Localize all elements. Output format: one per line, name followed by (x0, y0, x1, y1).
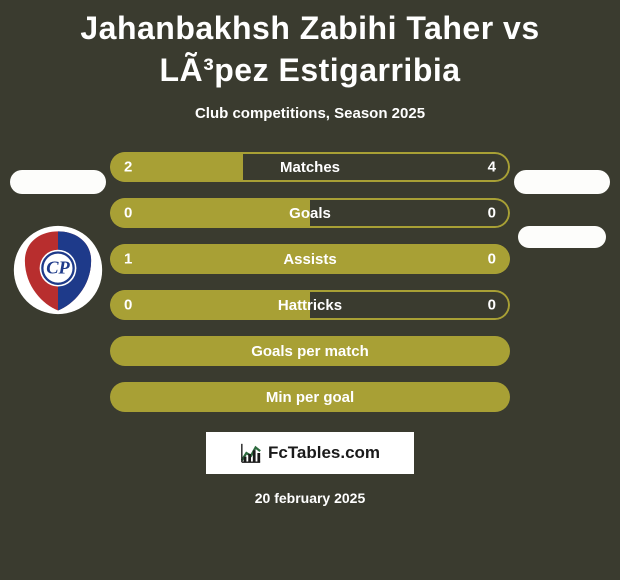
page-title: Jahanbakhsh Zabihi Taher vs LÃ³pez Estig… (0, 8, 620, 91)
stat-value-left: 0 (124, 205, 132, 222)
stat-row: 0 0 Hattricks (110, 290, 510, 320)
stat-value-right: 4 (488, 159, 496, 176)
stat-row: 0 0 Goals (110, 198, 510, 228)
subtitle: Club competitions, Season 2025 (0, 105, 620, 122)
stat-value-right: 0 (488, 205, 496, 222)
logo-text: FcTables.com (268, 443, 380, 463)
fctables-logo[interactable]: FcTables.com (206, 432, 414, 474)
stats-list: 2 4 Matches 0 0 Goals 1 0 Assists 0 0 Hattricks Goal… (110, 152, 510, 412)
stat-label: Assists (283, 251, 336, 268)
stat-value-left: 1 (124, 251, 132, 268)
player-left-pill (10, 170, 106, 194)
stat-row: Goals per match (110, 336, 510, 366)
stat-label: Min per goal (266, 389, 354, 406)
stat-value-right: 0 (488, 251, 496, 268)
club-badge-left: CP (12, 224, 104, 316)
player-right-pill-2 (518, 226, 606, 248)
stat-label: Goals (289, 205, 331, 222)
date-label: 20 february 2025 (0, 490, 620, 506)
chart-icon (240, 442, 262, 464)
player-right-column (512, 170, 612, 248)
stat-value-left: 0 (124, 297, 132, 314)
svg-text:CP: CP (46, 258, 70, 278)
stat-row: 1 0 Assists (110, 244, 510, 274)
stat-label: Hattricks (278, 297, 342, 314)
stat-label: Goals per match (251, 343, 369, 360)
stat-row: Min per goal (110, 382, 510, 412)
stat-value-left: 2 (124, 159, 132, 176)
stat-value-right: 0 (488, 297, 496, 314)
stat-row: 2 4 Matches (110, 152, 510, 182)
player-left-column: CP (8, 170, 108, 316)
stat-label: Matches (280, 159, 340, 176)
player-right-pill (514, 170, 610, 194)
